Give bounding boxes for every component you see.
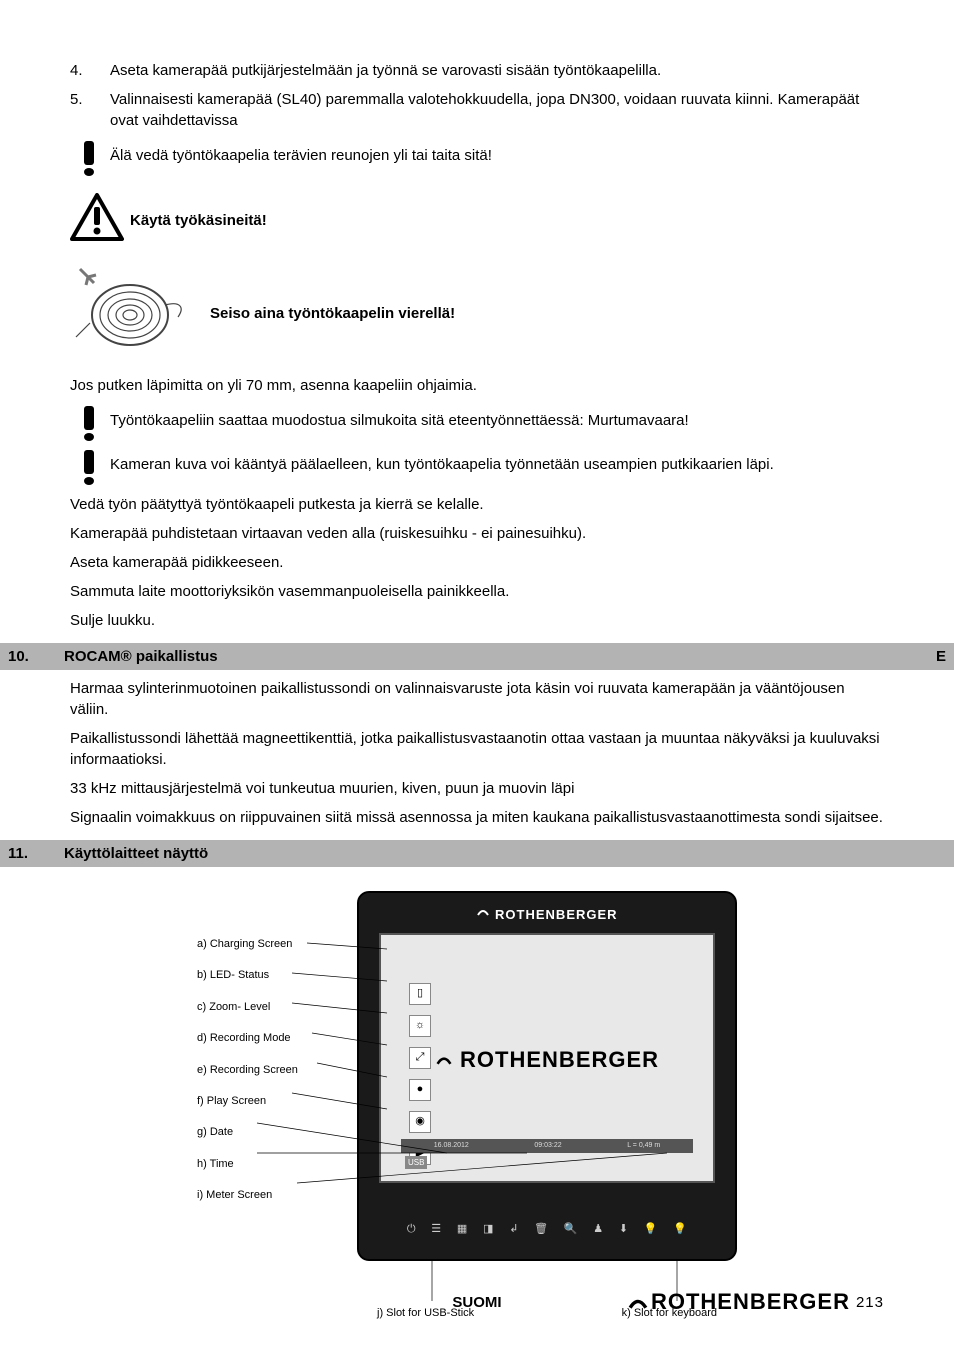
warning-text: Älä vedä työntökaapelia terävien reunoje…	[110, 141, 884, 166]
warning-row-3: Kameran kuva voi kääntyä päälaelleen, ku…	[70, 450, 884, 484]
para-close: Sulje luukku.	[70, 610, 884, 631]
power-icon: ⏻	[407, 1222, 416, 1237]
section-num: 11.	[8, 843, 64, 864]
list-text: Valinnaisesti kamerapää (SL40) paremmall…	[110, 89, 884, 131]
icon-rec-screen: ◉	[409, 1111, 431, 1133]
return-icon: ↲	[509, 1222, 518, 1237]
light-icon: 💡	[644, 1222, 658, 1237]
usb-tag: USB	[405, 1156, 427, 1169]
list-item-5: 5. Valinnaisesti kamerapää (SL40) paremm…	[70, 89, 884, 131]
warning-triangle-icon	[70, 193, 130, 247]
label-column: a) Charging Screen b) LED- Status c) Zoo…	[197, 937, 298, 1204]
label-e: e) Recording Screen	[197, 1063, 298, 1078]
down-icon: ⬇	[619, 1222, 628, 1237]
section-num: 10.	[8, 646, 64, 667]
para-clean: Kamerapää puhdistetaan virtaavan veden a…	[70, 523, 884, 544]
list-num: 5.	[70, 89, 110, 131]
screen-brand-logo: ROTHENBERGER	[381, 1045, 713, 1076]
exclamation-icon	[84, 406, 96, 440]
para-diameter: Jos putken läpimitta on yli 70 mm, asenn…	[70, 375, 884, 396]
icon-charging: ▯	[409, 983, 431, 1005]
list-num: 4.	[70, 60, 110, 81]
section-title: ROCAM® paikallistus	[64, 646, 218, 667]
menu-icon: ☰	[431, 1222, 441, 1237]
section-letter: E	[936, 646, 946, 667]
gloves-text: Käytä työkäsineitä!	[130, 210, 267, 231]
trash-icon: 🗑	[534, 1222, 548, 1237]
p10b: Paikallistussondi lähettää magneettikent…	[70, 728, 884, 770]
para-holder: Aseta kamerapää pidikkeeseen.	[70, 552, 884, 573]
icon-rec-mode: ●	[409, 1079, 431, 1101]
person-icon: ♟	[593, 1222, 603, 1237]
gloves-row: Käytä työkäsineitä!	[70, 193, 884, 247]
device-screen: ▯ ☼ ⤢ ● ◉ ▶ ROTHENBERGER 16.08.2012 09:0…	[379, 933, 715, 1183]
half-icon: ◨	[483, 1222, 493, 1237]
section-title: Käyttölaitteet näyttö	[64, 843, 208, 864]
device-body: ROTHENBERGER ▯ ☼ ⤢ ● ◉ ▶ ROTHENBERGER 16…	[357, 891, 737, 1261]
stand-row: Seiso aina työntökaapelin vierellä!	[70, 265, 884, 361]
label-h: h) Time	[197, 1157, 298, 1172]
list-item-4: 4. Aseta kamerapää putkijärjestelmään ja…	[70, 60, 884, 81]
label-d: d) Recording Mode	[197, 1031, 298, 1046]
page-number: 213	[856, 1292, 884, 1313]
exclamation-icon	[84, 141, 96, 175]
exclamation-icon	[84, 450, 96, 484]
zoom-out-icon: 🔍	[564, 1222, 578, 1237]
grid-icon: ▦	[457, 1222, 467, 1237]
screen-status-bar: 16.08.2012 09:03:22 L = 0,49 m	[401, 1139, 693, 1153]
p10c: 33 kHz mittausjärjestelmä voi tunkeutua …	[70, 778, 884, 799]
warning-text: Työntökaapeliin saattaa muodostua silmuk…	[110, 406, 884, 431]
para-off: Sammuta laite moottoriyksikön vasemmanpu…	[70, 581, 884, 602]
list-text: Aseta kamerapää putkijärjestelmään ja ty…	[110, 60, 884, 81]
footer-brand: ROTHENBERGER 213	[627, 1287, 884, 1318]
label-a: a) Charging Screen	[197, 937, 298, 952]
device-button-row: ⏻ ☰ ▦ ◨ ↲ 🗑 🔍 ♟ ⬇ 💡 💡	[399, 1219, 695, 1241]
device-brand-top: ROTHENBERGER	[359, 905, 735, 924]
label-f: f) Play Screen	[197, 1094, 298, 1109]
footer-language: SUOMI	[452, 1292, 501, 1313]
label-g: g) Date	[197, 1125, 298, 1140]
warning-text: Kameran kuva voi kääntyä päälaelleen, ku…	[110, 450, 884, 475]
section-10-header: 10. ROCAM® paikallistus E	[0, 643, 954, 670]
page-footer: SUOMI ROTHENBERGER 213	[70, 1287, 884, 1318]
stand-text: Seiso aina työntökaapelin vierellä!	[210, 303, 455, 324]
light2-icon: 💡	[673, 1222, 687, 1237]
label-i: i) Meter Screen	[197, 1188, 298, 1203]
warning-row-1: Älä vedä työntökaapelia terävien reunoje…	[70, 141, 884, 175]
para-wind: Vedä työn päätyttyä työntökaapeli putkes…	[70, 494, 884, 515]
label-b: b) LED- Status	[197, 968, 298, 983]
label-c: c) Zoom- Level	[197, 1000, 298, 1015]
device-diagram: a) Charging Screen b) LED- Status c) Zoo…	[197, 891, 757, 1321]
warning-row-2: Työntökaapeliin saattaa muodostua silmuk…	[70, 406, 884, 440]
cable-reel-illustration	[70, 265, 210, 361]
p10a: Harmaa sylinterinmuotoinen paikallistuss…	[70, 678, 884, 720]
section-11-header: 11. Käyttölaitteet näyttö	[0, 840, 954, 867]
p10d: Signaalin voimakkuus on riippuvainen sii…	[70, 807, 884, 828]
icon-led: ☼	[409, 1015, 431, 1037]
